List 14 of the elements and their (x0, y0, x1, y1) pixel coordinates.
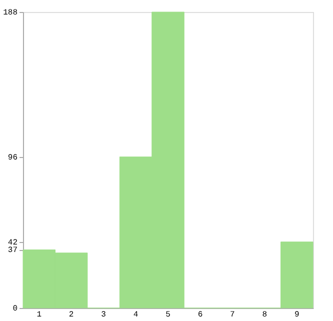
x-tick-label: 5 (166, 310, 171, 320)
y-tick-label: 96 (8, 153, 18, 162)
x-tick-label: 8 (262, 310, 268, 320)
x-tick-label: 6 (198, 310, 203, 320)
y-tick-label: 0 (12, 304, 18, 314)
y-tick-label: 42 (8, 238, 18, 248)
x-tick-label: 9 (294, 310, 300, 320)
y-tick-label: 37 (8, 246, 18, 256)
y-tick-label: 188 (3, 8, 18, 18)
x-tick-label: 3 (101, 310, 106, 320)
x-tick-label: 2 (68, 310, 74, 320)
x-tick-label: 7 (230, 310, 236, 320)
x-tick-label: 1 (36, 310, 42, 320)
x-tick-label: 4 (133, 310, 138, 320)
